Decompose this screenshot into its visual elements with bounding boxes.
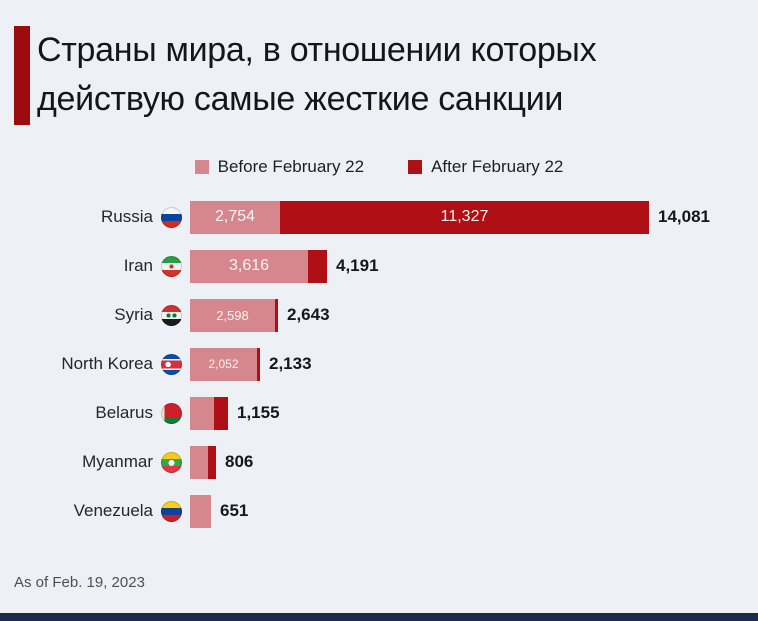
chart-row: Venezuela 651 xyxy=(14,487,744,536)
sanctions-bar-chart: Russia 2,754 11,327 14,081 Iran 3,616 4,191 Syr… xyxy=(14,193,744,536)
bar-track: 651 xyxy=(190,494,744,528)
bar-segment-before: 2,598 xyxy=(190,298,275,332)
ve-flag-icon xyxy=(161,500,182,522)
footnote: As of Feb. 19, 2023 xyxy=(14,573,145,591)
bar-track: 2,754 11,327 14,081 xyxy=(190,200,744,234)
legend-swatch-after-icon xyxy=(408,159,423,174)
legend: Before February 22 After February 22 xyxy=(14,157,744,177)
chart-row: Russia 2,754 11,327 14,081 xyxy=(14,193,744,242)
bar-segment-after xyxy=(208,445,216,479)
total-value: 806 xyxy=(225,452,254,472)
legend-swatch-before-icon xyxy=(194,159,209,174)
bar-track: 3,616 4,191 xyxy=(190,249,744,283)
total-value: 14,081 xyxy=(658,207,710,227)
bar-value-label: 2,598 xyxy=(216,307,249,323)
total-value: 1,155 xyxy=(237,403,280,423)
bar-segment-after xyxy=(308,249,327,283)
bar-segment-before xyxy=(190,396,214,430)
chart-row: Belarus 1,155 xyxy=(14,389,744,438)
bar-track: 806 xyxy=(190,445,744,479)
bar-track: 2,598 2,643 xyxy=(190,298,744,332)
bar-value-label: 2,052 xyxy=(208,357,239,372)
chart-row: Myanmar 806 xyxy=(14,438,744,487)
legend-item-before: Before February 22 xyxy=(194,156,365,177)
kp-flag-icon xyxy=(161,353,182,375)
bar-segment-before: 2,754 xyxy=(190,200,280,234)
country-label: Iran xyxy=(123,256,153,276)
ir-flag-icon xyxy=(161,255,182,277)
by-flag-icon xyxy=(161,402,182,424)
bar-value-label: 2,754 xyxy=(214,208,256,226)
bar-value-label: 11,327 xyxy=(440,208,489,226)
bar-segment-before: 2,052 xyxy=(190,347,257,381)
legend-label-before: Before February 22 xyxy=(217,156,365,176)
total-value: 2,643 xyxy=(287,305,330,325)
bar-track: 2,052 2,133 xyxy=(190,347,744,381)
bar-segment-before xyxy=(190,494,211,528)
title-block: Страны мира, в отношении которых действу… xyxy=(14,26,744,125)
title-line-2: действую самые жесткие санкции xyxy=(37,80,564,119)
country-label: Belarus xyxy=(95,403,153,423)
bar-segment-before xyxy=(190,445,208,479)
chart-row: Iran 3,616 4,191 xyxy=(14,242,744,291)
bar-segment-after xyxy=(275,298,278,332)
country-label: North Korea xyxy=(61,354,153,374)
page-title: Страны мира, в отношении которых действу… xyxy=(37,26,597,125)
bar-track: 1,155 xyxy=(190,396,744,430)
legend-label-after: After February 22 xyxy=(431,156,564,176)
country-label: Syria xyxy=(114,305,153,325)
bottom-strip xyxy=(0,613,758,621)
total-value: 2,133 xyxy=(269,354,312,374)
title-line-1: Страны мира, в отношении которых xyxy=(37,31,597,69)
sy-flag-icon xyxy=(161,304,182,326)
chart-row: Syria 2,598 2,643 xyxy=(14,291,744,340)
title-accent-bar xyxy=(14,26,30,125)
bar-segment-after: 11,327 xyxy=(280,200,649,234)
ru-flag-icon xyxy=(161,206,182,228)
country-label: Myanmar xyxy=(82,452,153,472)
country-label: Venezuela xyxy=(73,501,153,521)
bar-segment-after xyxy=(214,396,228,430)
mm-flag-icon xyxy=(161,451,182,473)
legend-item-after: After February 22 xyxy=(408,157,563,177)
country-label: Russia xyxy=(101,207,153,227)
bar-value-label: 3,616 xyxy=(228,257,270,275)
total-value: 4,191 xyxy=(336,256,379,276)
bar-segment-before: 3,616 xyxy=(190,249,308,283)
total-value: 651 xyxy=(220,501,249,521)
bar-segment-after xyxy=(257,347,260,381)
chart-row: North Korea 2,052 2,133 xyxy=(14,340,744,389)
